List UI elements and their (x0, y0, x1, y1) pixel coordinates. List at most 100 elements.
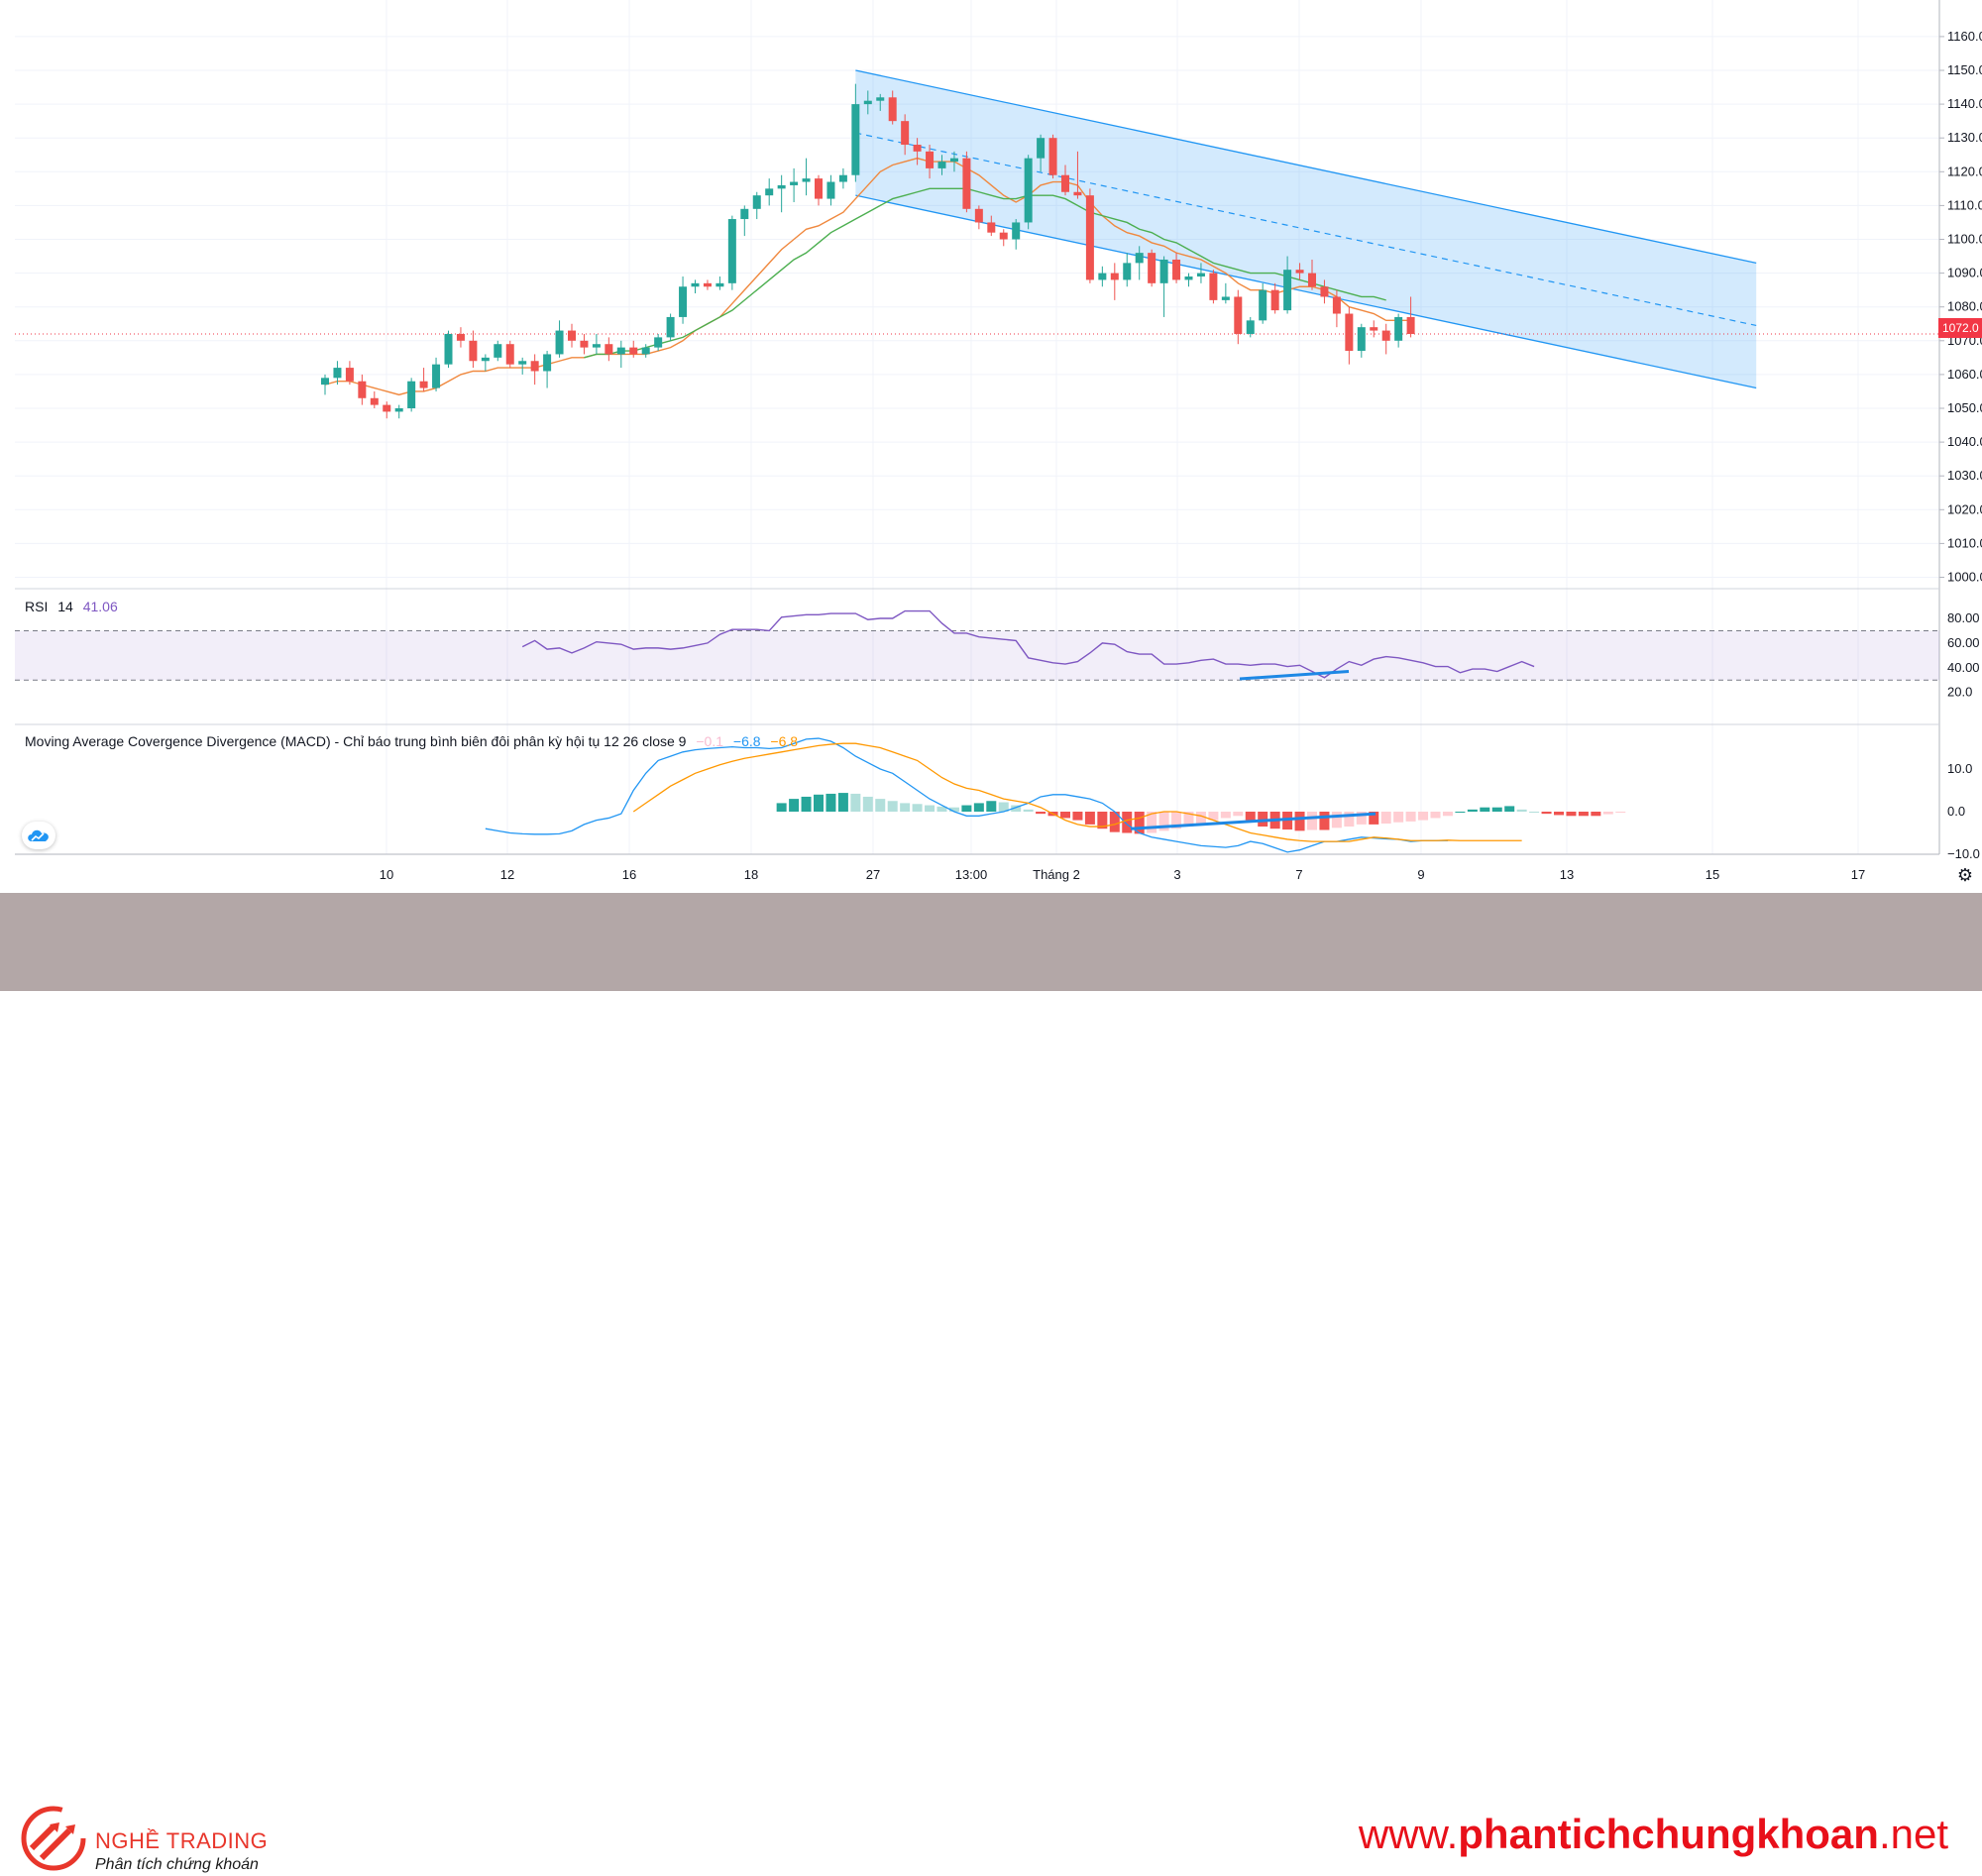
candle-body (444, 333, 453, 365)
macd-histogram-bar (1319, 812, 1330, 830)
candle-body (851, 104, 860, 175)
candle-body (937, 162, 946, 168)
candle-body (1061, 174, 1069, 192)
chart-svg[interactable]: 1160.0 1150.0 1140.0 1130.0 1120.0 1110.0 1100… (0, 0, 1982, 892)
candle-body (1370, 327, 1378, 331)
candle-body (383, 404, 391, 412)
price-tick-label: 1160.0 (1947, 29, 1982, 44)
candle-body (1048, 138, 1057, 175)
candle-body (1123, 263, 1132, 280)
macd-histogram-bar (875, 799, 886, 812)
time-tick-label: 27 (866, 867, 880, 882)
macd-legend[interactable]: Moving Average Covergence Divergence (MA… (25, 733, 804, 749)
settings-gear-icon[interactable]: ⚙ (1956, 865, 1974, 885)
rsi-band-fill (15, 630, 1939, 681)
chart-area[interactable]: 1160.0 1150.0 1140.0 1130.0 1120.0 1110.0 1100… (0, 0, 1982, 892)
candle-body (543, 354, 552, 372)
macd-histogram-bar (1591, 812, 1601, 817)
price-tick-label: 1030.0 (1947, 468, 1982, 483)
macd-histogram-bar (789, 799, 800, 812)
macd-histogram-bar (850, 793, 861, 812)
candle-body (1381, 330, 1390, 341)
time-tick-label: 15 (1706, 867, 1719, 882)
macd-histogram-bar (1134, 812, 1145, 834)
candle-body (1357, 327, 1366, 352)
candle-body (999, 232, 1008, 240)
macd-histogram-bar (1467, 809, 1478, 812)
candle-body (370, 397, 379, 405)
macd-histogram-bar (1307, 812, 1317, 830)
macd-histogram-bar (1541, 812, 1552, 815)
macd-histogram-bar (1405, 812, 1416, 822)
time-tick-label: 13 (1560, 867, 1574, 882)
macd-histogram-bar (1011, 805, 1022, 812)
channel-mid-line (855, 132, 1757, 327)
macd-histogram-bar (900, 803, 911, 812)
macd-histogram-bar (1504, 806, 1515, 812)
macd-histogram-bar (1455, 812, 1466, 813)
candle-body (654, 337, 663, 348)
macd-histogram-bar (1023, 809, 1034, 812)
macd-signal-value: −6.8 (770, 733, 799, 749)
price-tick-label: 1080.0 (1947, 299, 1982, 314)
website-prefix: www. (1358, 1811, 1459, 1857)
candle-body (703, 282, 712, 287)
price-tick-label: 1060.0 (1947, 367, 1982, 382)
candle-body (679, 286, 688, 317)
last-price-tag: 1072.0 (1938, 318, 1982, 338)
time-tick-label: 7 (1295, 867, 1302, 882)
time-tick-label: Tháng 2 (1033, 867, 1080, 882)
candle-body (592, 344, 601, 348)
macd-histogram-bar (925, 805, 936, 812)
candle-body (987, 222, 996, 233)
candle-body (1259, 289, 1267, 321)
macd-hist-value: −0.1 (696, 733, 723, 749)
macd-histogram-bar (1158, 812, 1169, 831)
price-tick-label: 1120.0 (1947, 164, 1982, 178)
macd-histogram-bar (1369, 812, 1379, 825)
time-tick-label: 9 (1417, 867, 1424, 882)
tradingview-logo[interactable] (22, 822, 55, 849)
macd-histogram-bar (1602, 812, 1613, 815)
candle-body (1332, 296, 1341, 314)
rsi-legend[interactable]: RSI 14 41.06 (25, 599, 124, 614)
candle-body (949, 158, 958, 163)
macd-histogram-bar (1430, 812, 1441, 819)
macd-histogram-bar (1084, 812, 1095, 825)
candle-body (1098, 273, 1107, 280)
macd-histogram-bar (776, 803, 787, 812)
macd-histogram-bar (1233, 812, 1244, 817)
macd-tick-label: 0.0 (1947, 804, 1965, 819)
rsi-tick-label: 60.00 (1947, 635, 1980, 650)
price-tick-label: 1130.0 (1947, 130, 1982, 145)
rsi-divergence-line (1239, 670, 1350, 681)
macd-histogram-bar (887, 801, 898, 812)
channel-lower-line (855, 194, 1757, 389)
candle-body (1295, 270, 1304, 274)
macd-histogram-bar (998, 802, 1009, 812)
candle-body (790, 181, 799, 185)
macd-histogram-bar (1036, 812, 1046, 815)
price-tick-label: 1020.0 (1947, 501, 1982, 516)
macd-histogram-bar (1344, 812, 1355, 828)
candle-body (1308, 273, 1316, 287)
candle-body (555, 330, 564, 355)
candle-body (1246, 320, 1255, 334)
candle-body (1012, 222, 1021, 240)
time-tick-label: 3 (1173, 867, 1180, 882)
candle-body (1345, 313, 1354, 352)
website-url[interactable]: www.phantichchungkhoan.net (1359, 1811, 1948, 1858)
macd-histogram-bar (1578, 812, 1589, 817)
candle-body (1159, 259, 1168, 283)
macd-histogram-bar (986, 801, 997, 812)
macd-histogram-bar (1491, 807, 1502, 812)
candle-body (926, 151, 935, 168)
candle-body (333, 368, 342, 379)
candle-body (568, 330, 576, 341)
macd-histogram-bar (1554, 812, 1564, 816)
macd-label: Moving Average Covergence Divergence (MA… (25, 733, 687, 749)
macd-histogram-bar (1442, 812, 1453, 817)
time-tick-label: 12 (500, 867, 514, 882)
rsi-label: RSI (25, 599, 49, 614)
candle-body (580, 340, 589, 348)
